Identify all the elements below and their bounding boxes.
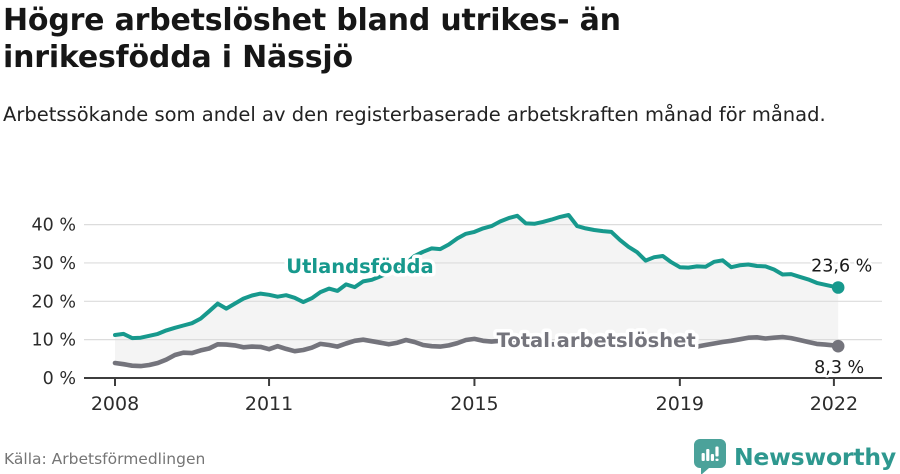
- foreign-born-end-dot: [831, 281, 845, 294]
- x-tick-label: 2015: [450, 393, 498, 415]
- page-subtitle: Arbetssökande som andel av den registerb…: [3, 103, 826, 126]
- y-tick-label: 20 %: [32, 292, 76, 312]
- end-label-total: 8,3 %: [814, 358, 864, 378]
- x-tick-label: 2008: [91, 393, 139, 415]
- newsworthy-logo: Newsworthy: [693, 438, 896, 474]
- total-end-dot: [831, 339, 845, 353]
- x-tick-label: 2011: [245, 393, 293, 415]
- x-tick-label: 2022: [810, 393, 858, 415]
- x-tick-label: 2019: [656, 393, 704, 415]
- end-label-foreign-born: 23,6 %: [811, 256, 872, 276]
- total-unemployment-line: [112, 334, 841, 369]
- y-tick-label: 30 %: [32, 254, 76, 274]
- unemployment-line-chart: 2008 2011 2015 2019 2022 0 % 10 % 20 % 30 % 40 % U…: [32, 213, 882, 415]
- page-title: Högre arbetslöshet bland utrikes- än inr…: [3, 3, 621, 75]
- y-tick-label: 0 %: [43, 369, 76, 389]
- newsworthy-bubble-chart-icon: [693, 439, 726, 474]
- y-tick-label: 40 %: [32, 216, 76, 236]
- series-label-utlandsfodda: Utlandsfödda: [286, 255, 433, 278]
- foreign-born-line: [113, 213, 841, 341]
- y-tick-label: 10 %: [32, 331, 76, 351]
- brand-wordmark: Newsworthy: [733, 443, 896, 471]
- source-note: Källa: Arbetsförmedlingen: [4, 450, 206, 468]
- fill-between-area: [115, 215, 839, 367]
- series-label-total: Total arbetslöshet: [497, 329, 696, 352]
